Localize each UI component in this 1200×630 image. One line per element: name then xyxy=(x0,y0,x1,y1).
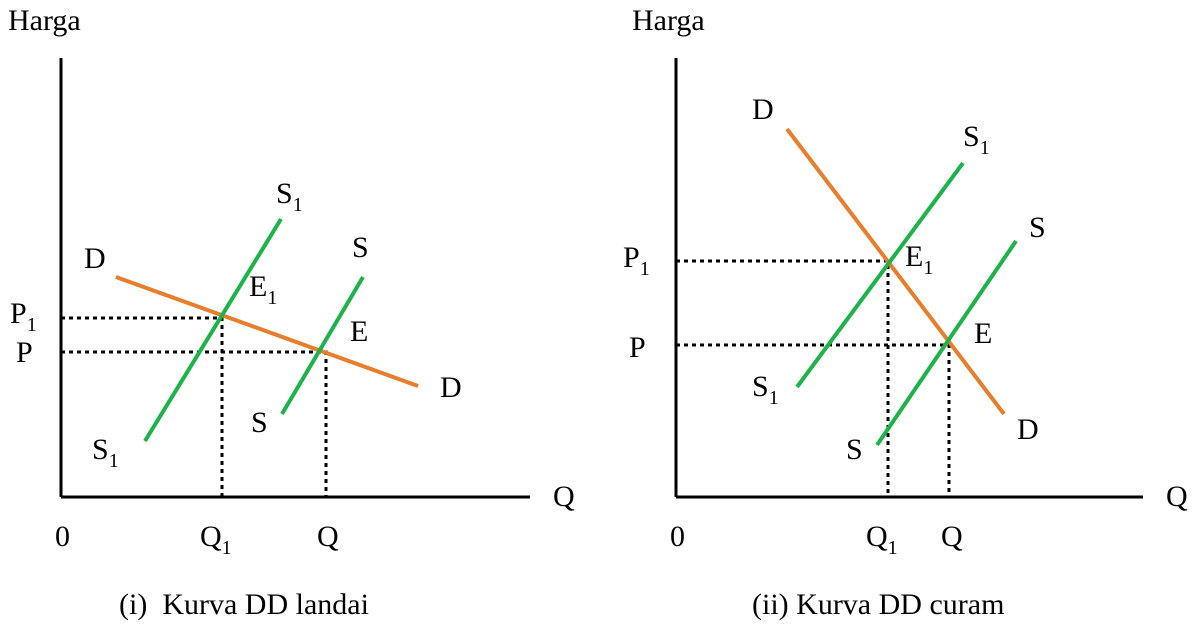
guide-p-q xyxy=(61,350,328,497)
origin-label: 0 xyxy=(670,520,685,553)
supply-curve-original xyxy=(875,239,1018,447)
y-axis-label: Harga xyxy=(632,4,705,37)
origin-label: 0 xyxy=(55,520,70,553)
supply-curve-shifted xyxy=(795,161,965,389)
supply-original-label-top: S xyxy=(352,231,369,264)
price-tick-p1: P1 xyxy=(623,241,650,280)
demand-curve xyxy=(785,127,1006,416)
supply-shifted-label-bottom: S1 xyxy=(752,370,779,409)
panel-landai: Harga Q 0 D D S1 S1 S S E1 E P1 P Q1 Q (… xyxy=(8,4,575,621)
price-tick-p: P xyxy=(629,331,646,364)
demand-label-end: D xyxy=(1017,413,1039,446)
equilibrium-new-label: E1 xyxy=(905,240,933,279)
quantity-tick-q: Q xyxy=(317,520,339,553)
supply-shifted-label-top: S1 xyxy=(276,177,303,216)
quantity-tick-q1: Q1 xyxy=(866,520,898,559)
quantity-tick-q: Q xyxy=(941,520,963,553)
equilibrium-label: E xyxy=(350,315,368,348)
x-axis-label: Q xyxy=(553,480,575,513)
equilibrium-new-label: E1 xyxy=(249,270,277,309)
caption: (ii) Kurva DD curam xyxy=(752,588,1004,621)
demand-curve xyxy=(115,275,419,388)
supply-curve-shifted xyxy=(143,217,283,443)
supply-curve-original xyxy=(280,275,365,416)
panel-curam: Harga Q 0 D D S1 S1 S S E1 E P1 P Q1 Q (… xyxy=(623,4,1188,621)
demand-label-start: D xyxy=(84,242,106,275)
x-axis-label: Q xyxy=(1166,480,1188,513)
price-tick-p1: P1 xyxy=(10,297,37,336)
caption: (i) Kurva DD landai xyxy=(119,588,369,621)
supply-original-label-bottom: S xyxy=(251,406,268,439)
demand-label-end: D xyxy=(440,371,462,404)
supply-shifted-label-bottom: S1 xyxy=(92,433,119,472)
y-axis-label: Harga xyxy=(8,4,81,37)
supply-original-label-top: S xyxy=(1029,211,1046,244)
demand-label-start: D xyxy=(752,93,774,126)
supply-original-label-bottom: S xyxy=(846,433,863,466)
supply-shifted-label-top: S1 xyxy=(963,120,990,159)
guide-p1-q1 xyxy=(61,316,224,497)
quantity-tick-q1: Q1 xyxy=(200,520,232,559)
equilibrium-label: E xyxy=(974,317,992,350)
price-tick-p: P xyxy=(16,336,33,369)
